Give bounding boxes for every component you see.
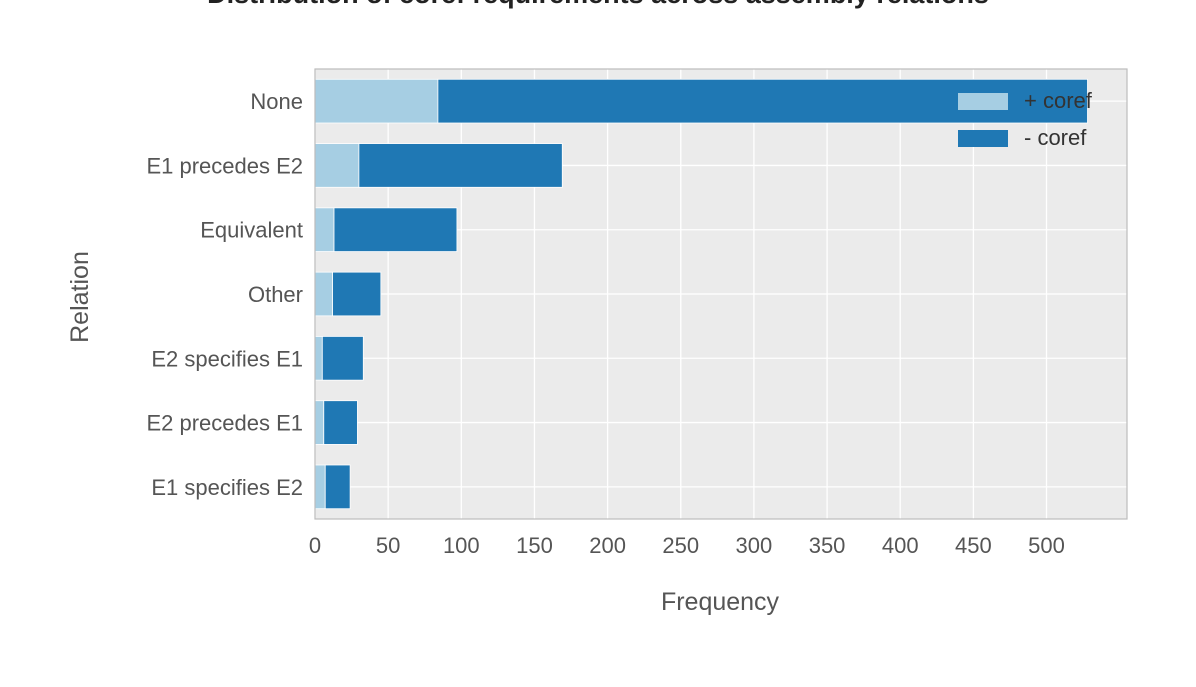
y-tick-label-e1-specifies-e2: E1 specifies E2: [151, 475, 303, 500]
legend-swatch-plus-coref: [958, 93, 1008, 110]
x-tick-label-350: 350: [809, 533, 846, 558]
x-tick-label-500: 500: [1028, 533, 1065, 558]
bar-e2-specifies-e1-series-1: [321, 336, 364, 381]
x-tick-label-0: 0: [309, 533, 321, 558]
x-tick-label-50: 50: [376, 533, 400, 558]
x-axis-label: Frequency: [661, 588, 780, 616]
bar-e1-precedes-e2-series-0: [314, 143, 360, 188]
x-tick-label-200: 200: [589, 533, 626, 558]
y-tick-label-other: Other: [248, 282, 303, 307]
bar-equivalent-series-0: [314, 207, 335, 252]
x-tick-label-450: 450: [955, 533, 992, 558]
x-tick-label-100: 100: [443, 533, 480, 558]
plot-area-border: [314, 68, 1128, 520]
x-tick-label-150: 150: [516, 533, 553, 558]
bar-e1-specifies-e2-series-1: [324, 464, 351, 510]
bar-other-series-0: [314, 271, 333, 317]
bar-equivalent-series-1: [333, 207, 458, 252]
y-tick-label-e2-specifies-e1: E2 specifies E1: [151, 346, 303, 371]
y-tick-label-e1-precedes-e2: E1 precedes E2: [146, 153, 303, 178]
bar-e2-precedes-e1-series-0: [314, 400, 325, 445]
bar-e1-specifies-e2-series-0: [314, 464, 326, 510]
legend-swatch-minus-coref: [958, 130, 1008, 147]
bar-none-series-0: [314, 78, 439, 124]
bar-e1-precedes-e2-series-1: [358, 143, 563, 188]
y-tick-label-equivalent: Equivalent: [200, 218, 303, 243]
y-tick-label-e2-precedes-e1: E2 precedes E1: [146, 411, 303, 436]
x-tick-label-400: 400: [882, 533, 919, 558]
bars: [314, 78, 1088, 510]
legend-label-plus-coref: + coref: [1024, 88, 1093, 113]
x-tick-label-300: 300: [736, 533, 773, 558]
y-tick-label-none: None: [250, 89, 303, 114]
bar-other-series-1: [332, 271, 382, 317]
x-tick-labels: 0 50 100 150 200 250 300 350 400 450 500: [309, 533, 1065, 558]
bar-e2-specifies-e1-series-0: [314, 336, 323, 381]
x-tick-label-250: 250: [662, 533, 699, 558]
bar-e2-precedes-e1-series-1: [323, 400, 358, 445]
legend: + coref - coref: [958, 88, 1093, 150]
y-axis-label: Relation: [66, 251, 94, 343]
chart-title: Distribution of coref requirements acros…: [0, 0, 1196, 10]
y-tick-labels: E1 specifies E2 E2 precedes E1 E2 specifie…: [146, 89, 303, 500]
legend-label-minus-coref: - coref: [1024, 125, 1087, 150]
